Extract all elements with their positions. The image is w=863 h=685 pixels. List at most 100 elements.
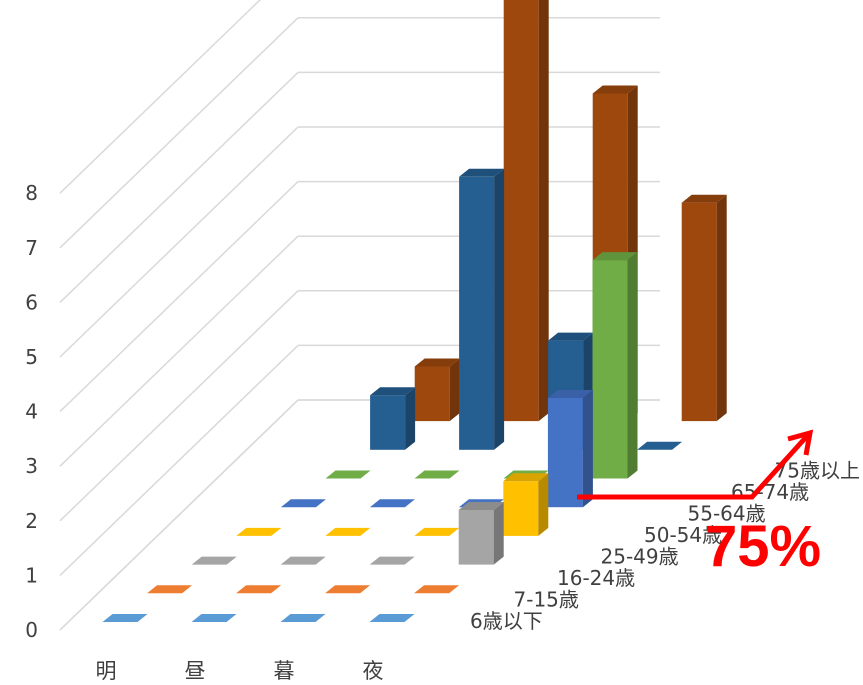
category-label: 明 [96,659,117,683]
bar [325,527,371,536]
bar-side [493,502,504,565]
bar [458,502,504,565]
bar-side [582,390,593,508]
gridline-side [59,344,299,576]
bar-floor-tile [637,441,683,450]
y-tick-label: 8 [25,181,38,205]
bar-top [414,358,460,367]
annotation-arrowhead [787,429,814,456]
category-label: 昼 [185,659,206,683]
gridline-side [59,290,299,522]
bar-side [449,358,460,422]
bar [236,527,282,536]
bar-floor-tile [191,556,237,565]
bar [547,390,593,508]
bar-front [414,366,450,422]
bar-floor-tile [414,470,460,479]
series-labels: 6歳以下7-15歳16-24歳25-49歳50-54歳55-64歳65-74歳7… [470,459,860,634]
bar [325,470,371,479]
series-label: 25-49歳 [601,545,679,569]
bar [191,556,237,565]
y-tick-label: 7 [25,236,38,260]
bar-floor-tile [191,614,237,622]
gridline-side [59,181,299,413]
bar-front [370,395,406,450]
category-labels: 明昼暮夜 [96,659,384,683]
bar-floor-tile [147,585,193,594]
series-label: 75歳以上 [775,459,860,483]
bar-top [503,473,549,482]
bar-side [716,194,727,422]
bar [236,585,282,594]
gridline-side [59,71,299,303]
gridline-side [59,17,299,249]
bar-top [459,168,505,177]
bar [325,585,371,594]
y-tick-label: 5 [25,345,38,369]
y-axis-ticks: 0 1 2 3 4 5 6 7 8 [25,181,38,642]
bar [102,614,148,622]
category-label: 暮 [274,659,295,683]
bar [369,499,415,508]
bar [280,614,326,622]
bar [280,499,326,508]
y-tick-label: 2 [25,509,38,533]
series-label: 6歳以下 [470,609,543,633]
bar [370,387,416,450]
series-label: 50-54歳 [644,523,722,547]
bar-side [405,387,416,450]
bar-top [592,252,638,261]
bar [459,168,505,450]
bar-floor-tile [280,499,326,508]
y-tick-label: 6 [25,290,38,314]
bar-front [459,176,495,450]
series-label: 65-74歳 [731,480,809,504]
gridline-side [59,235,299,467]
bar-floor-tile [325,585,371,594]
bar [280,556,326,565]
bar-top [681,194,727,203]
bar-front [681,202,717,422]
bar-floor-tile [369,556,415,565]
bar-floor-tile [325,470,371,479]
category-label: 夜 [363,659,384,683]
bar-front [503,0,539,422]
bar-floor-tile [369,614,415,622]
bar-top [592,85,638,94]
bar [414,585,460,594]
bar-floor-tile [236,585,282,594]
bar [503,0,549,422]
bar-floor-tile [325,527,371,536]
bar-front [458,510,494,565]
y-tick-label: 3 [25,454,38,478]
bar [147,585,193,594]
bar [369,556,415,565]
bar [414,470,460,479]
bar-floor-tile [236,527,282,536]
bars [102,0,727,622]
bar-floor-tile [280,556,326,565]
y-tick-label: 4 [25,400,38,424]
series-label: 55-64歳 [688,502,766,526]
bar-floor-tile [369,499,415,508]
bar-front [592,260,628,479]
bar [681,194,727,422]
y-tick-label: 1 [25,563,38,587]
bar-floor-tile [102,614,148,622]
bar [637,441,683,450]
annotation-arrow [577,433,810,500]
gridline-side [59,399,299,631]
bar [592,252,638,479]
bar-side [538,473,549,536]
annotation-text: 75% [705,514,821,579]
bar-side [538,0,549,422]
bar [503,473,549,536]
bar-floor-tile [280,614,326,622]
y-tick-label: 0 [25,618,38,642]
bar-front [547,398,583,508]
bar [369,614,415,622]
bar [414,358,460,422]
bar-front [503,481,539,536]
bar-side [494,168,505,450]
